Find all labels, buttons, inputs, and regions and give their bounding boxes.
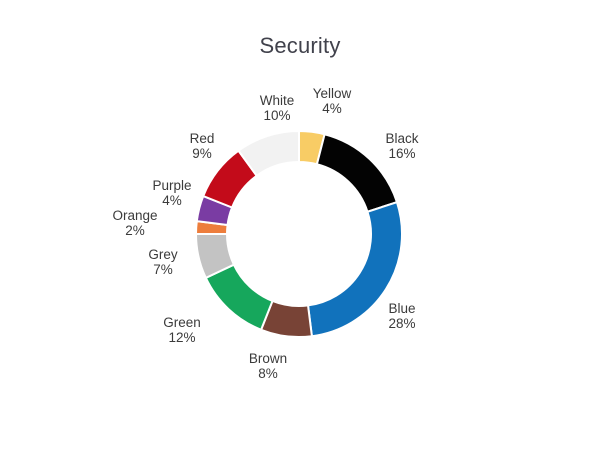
slice-label-yellow: Yellow 4% — [313, 86, 352, 116]
slice-label-grey: Grey 7% — [148, 247, 178, 277]
slice-label-white: White 10% — [260, 93, 295, 123]
slice-label-green: Green 12% — [163, 315, 201, 345]
donut-slice-white[interactable] — [237, 129, 300, 178]
slice-label-blue: Blue 28% — [388, 301, 415, 331]
slice-label-black: Black 16% — [385, 131, 418, 161]
slice-label-brown: Brown 8% — [249, 351, 287, 381]
slice-label-red: Red 9% — [190, 131, 215, 161]
slice-label-purple: Purple 4% — [152, 178, 191, 208]
slice-label-orange: Orange 2% — [112, 208, 157, 238]
donut-slice-green[interactable] — [204, 263, 274, 332]
chart-title: Security — [259, 33, 341, 58]
